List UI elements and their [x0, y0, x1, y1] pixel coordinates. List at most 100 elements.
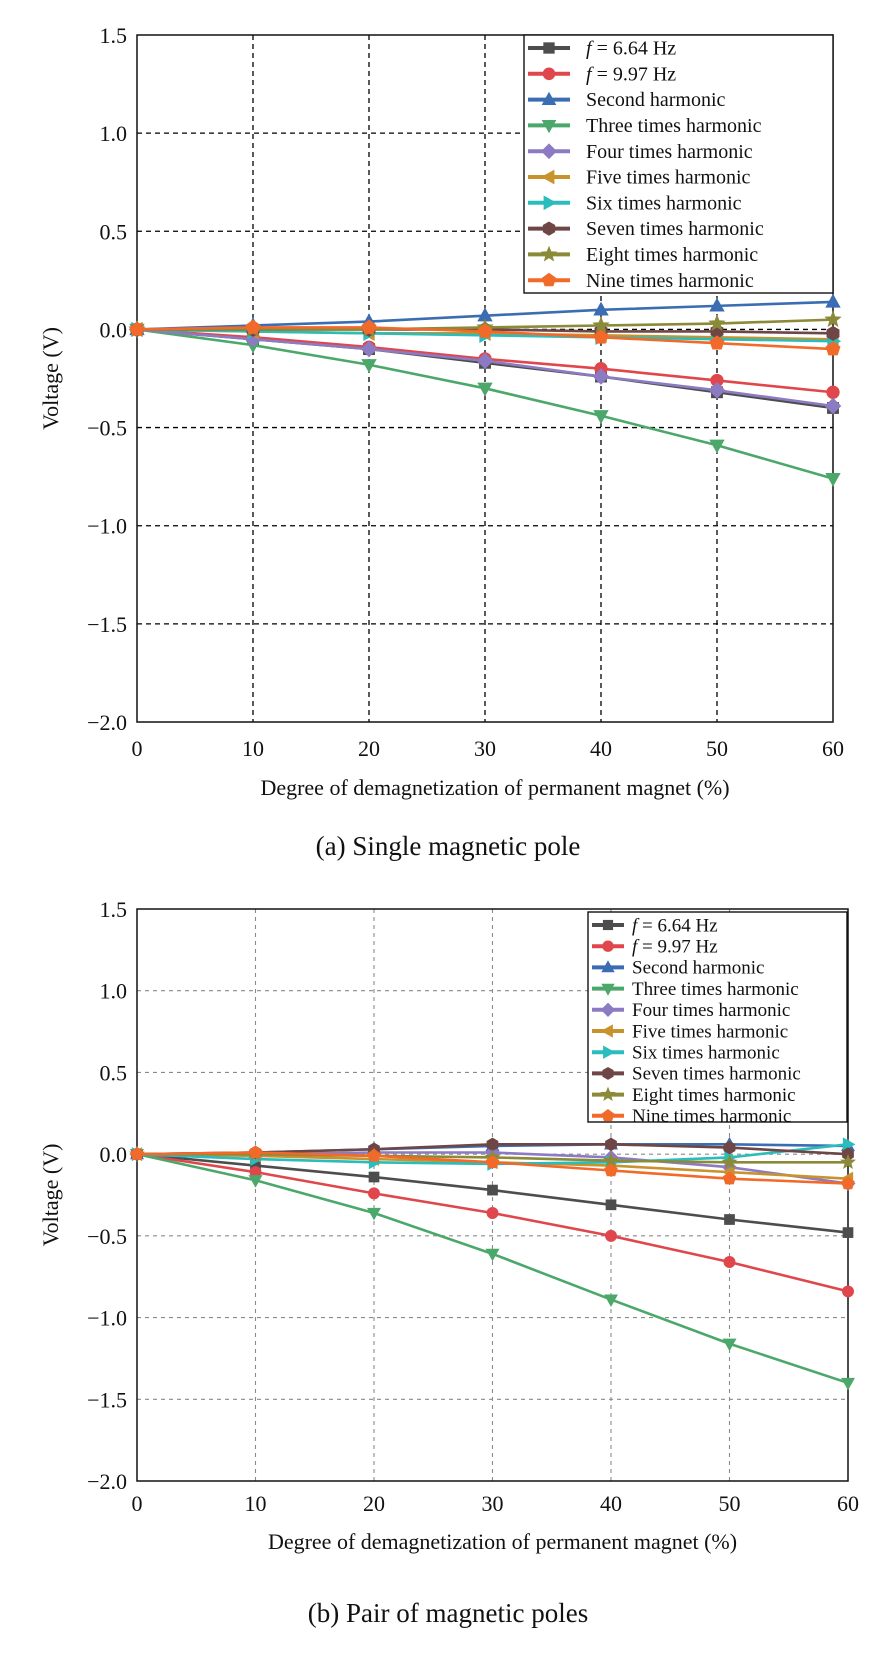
legend-label-italic: f [586, 63, 594, 85]
legend-marker [541, 143, 557, 160]
legend-marker [541, 120, 557, 134]
y-tick-label: −0.5 [87, 1224, 127, 1249]
legend-marker [603, 1045, 616, 1059]
data-point [825, 341, 841, 356]
data-point [842, 1137, 856, 1152]
data-point [824, 397, 842, 415]
data-point [592, 316, 610, 333]
x-tick-label: 50 [706, 736, 728, 761]
legend-label: Four times harmonic [586, 141, 753, 163]
legend-label: f = 6.64 Hz [632, 915, 718, 936]
data-point [722, 1171, 737, 1185]
data-point [842, 1285, 854, 1298]
legend-label: Eight times harmonic [586, 244, 758, 266]
figure-caption: (b) Pair of magnetic poles [308, 1598, 588, 1628]
chart-single-magnetic-pole: 0 10 20 30 40 50 60 −2.0 −1.5 −1.0 −0.5 0.0 0.5 1.0 1.… [38, 23, 844, 861]
data-point [709, 297, 725, 312]
legend-label: Nine times harmonic [586, 270, 754, 292]
y-tick-label: 1.5 [100, 897, 128, 922]
data-point [129, 321, 145, 336]
legend-label: f = 6.64 Hz [586, 38, 676, 60]
data-point [248, 1145, 263, 1159]
series-four-times-harmonic [128, 321, 842, 415]
data-point [605, 1199, 617, 1211]
y-tick-label: −2.0 [87, 1469, 127, 1494]
data-point [361, 359, 377, 373]
legend-marker [601, 960, 615, 973]
y-tick-label: −0.5 [87, 416, 127, 441]
data-point [367, 1207, 381, 1221]
y-tick-label: 0.5 [100, 1060, 128, 1085]
x-tick-label: 40 [590, 736, 612, 761]
data-point [368, 1187, 380, 1200]
data-point [361, 319, 377, 334]
legend-marker [600, 1024, 613, 1038]
plot-frame [136, 908, 849, 1482]
legend-label: Five times harmonic [586, 167, 751, 189]
data-point [245, 319, 261, 334]
legend-label: Seven times harmonic [632, 1064, 801, 1085]
legend-marker [600, 1002, 616, 1017]
data-point [723, 1140, 736, 1155]
y-tick-label: −1.0 [87, 514, 127, 539]
x-tick-label: 0 [132, 1491, 143, 1516]
data-point [486, 1137, 499, 1152]
x-tick-label: 40 [600, 1491, 622, 1516]
data-point [842, 1227, 854, 1238]
data-point [360, 340, 378, 358]
data-point [709, 439, 725, 454]
legend-label-rest: = 9.97 Hz [637, 936, 717, 957]
legend-label-italic: f [586, 38, 594, 60]
legend-marker [541, 272, 557, 287]
chart-pair-of-magnetic-poles: 0 10 20 30 40 50 60 −2.0 −1.5 −1.0 −0.5 0.0 0.5 1.0 1.… [38, 897, 859, 1628]
legend-marker [541, 169, 555, 185]
x-tick-label: 60 [837, 1491, 859, 1516]
data-point [605, 1137, 617, 1152]
x-tick-label: 60 [822, 736, 844, 761]
x-tick-label: 10 [245, 1491, 267, 1516]
legend-label-italic: f [632, 915, 640, 936]
legend-marker [600, 1086, 616, 1102]
legend-marker [540, 245, 558, 262]
x-axis-label: Degree of demagnetization of permanent m… [260, 775, 729, 800]
data-point [485, 1248, 500, 1262]
legend-marker [602, 1066, 614, 1080]
x-axis-label: Degree of demagnetization of permanent m… [268, 1529, 737, 1554]
data-point [825, 472, 841, 487]
y-tick-label: 1.0 [100, 121, 128, 146]
data-point [249, 1166, 262, 1179]
plot-frame [136, 34, 834, 723]
y-axis-label: Voltage (V) [38, 327, 63, 430]
data-point [593, 329, 609, 344]
data-point [824, 310, 842, 328]
data-point [130, 1147, 144, 1160]
legend-label-rest: = 6.64 Hz [637, 915, 717, 936]
y-tick-label: −1.5 [87, 1387, 127, 1412]
legend-marker [541, 91, 557, 105]
legend-marker [602, 919, 614, 931]
legend-marker [601, 1109, 615, 1122]
x-tick-label: 50 [719, 1491, 741, 1516]
data-point [826, 325, 840, 341]
data-point [709, 335, 725, 350]
data-point [708, 382, 726, 399]
data-point [604, 1163, 618, 1177]
x-tick-label: 30 [474, 736, 496, 761]
legend-label-rest: = 9.97 Hz [592, 63, 677, 85]
legend-marker [543, 195, 557, 211]
data-point [477, 323, 493, 338]
x-tick-label: 20 [358, 736, 380, 761]
legend-label: Nine times harmonic [632, 1106, 791, 1127]
data-point [592, 368, 610, 385]
data-point [477, 382, 493, 397]
x-tick-label: 20 [363, 1491, 385, 1516]
data-point [486, 1206, 499, 1219]
y-axis-label: Voltage (V) [38, 1144, 63, 1247]
y-tick-label: 0.0 [100, 317, 128, 342]
data-point [723, 1256, 736, 1268]
data-point [841, 1176, 855, 1190]
data-point [826, 385, 840, 399]
data-point [825, 293, 841, 308]
